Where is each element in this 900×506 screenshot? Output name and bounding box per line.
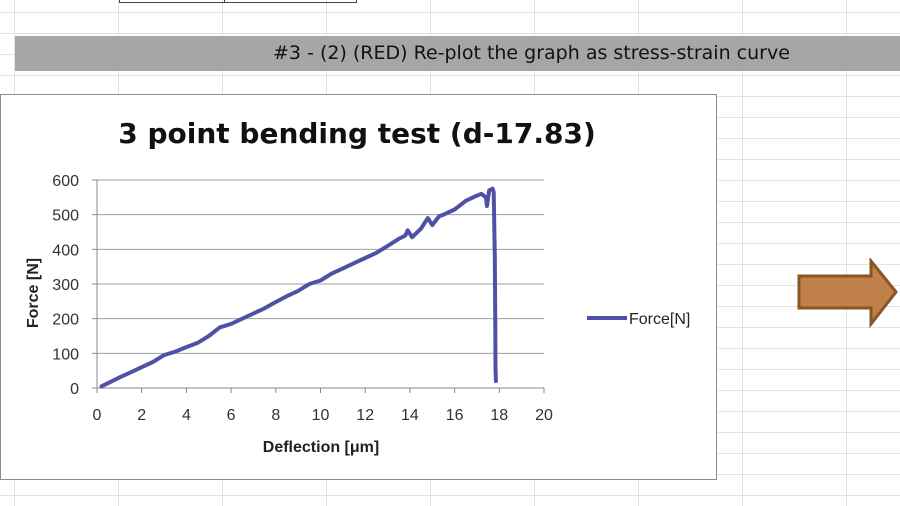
spreadsheet-cells (119, 0, 357, 3)
y-tick-label: 300 (52, 277, 79, 294)
x-tick-label: 10 (312, 407, 330, 424)
legend[interactable]: Force[N] (587, 311, 690, 328)
x-tick-label: 4 (182, 407, 191, 424)
series-line-force[interactable] (99, 186, 498, 389)
x-axis-label: Deflection [μm] (263, 439, 379, 456)
y-tick-label: 0 (70, 381, 79, 398)
x-tick-label: 8 (271, 407, 280, 424)
arrow-shape (797, 258, 898, 329)
instruction-banner: #3 - (2) (RED) Re-plot the graph as stre… (15, 36, 900, 71)
x-tick-label: 16 (446, 407, 464, 424)
axes: 0 100 200 300 400 500 600 0 2 4 6 8 10 12 14 16 18 20 (52, 173, 553, 424)
x-tick-label: 14 (401, 407, 419, 424)
chart-area[interactable]: 3 point bending test (d-17.83) 0 100 200 30… (0, 94, 717, 480)
x-tick-label: 18 (490, 407, 508, 424)
y-tick-label: 200 (52, 312, 79, 329)
y-tick-label: 400 (52, 242, 79, 259)
y-tick-label: 600 (52, 173, 79, 190)
chart-svg: 3 point bending test (d-17.83) 010020030… (25, 117, 690, 456)
chart-title: 3 point bending test (d-17.83) (118, 117, 596, 150)
legend-label: Force[N] (629, 311, 690, 328)
banner-text: #3 - (2) (RED) Re-plot the graph as stre… (273, 42, 790, 64)
y-tick-label: 500 (52, 208, 79, 225)
cell-divider (224, 0, 225, 2)
gridlines (97, 179, 544, 354)
plot-series (99, 186, 498, 389)
x-tick-label: 12 (356, 407, 374, 424)
y-tick-label: 100 (52, 346, 79, 363)
x-tick-label: 0 (93, 407, 102, 424)
x-tick-label: 2 (137, 407, 146, 424)
right-arrow-icon (797, 258, 898, 329)
x-tick-label: 20 (535, 407, 553, 424)
x-tick-label: 6 (227, 407, 236, 424)
y-axis-label: Force [N] (25, 258, 42, 328)
